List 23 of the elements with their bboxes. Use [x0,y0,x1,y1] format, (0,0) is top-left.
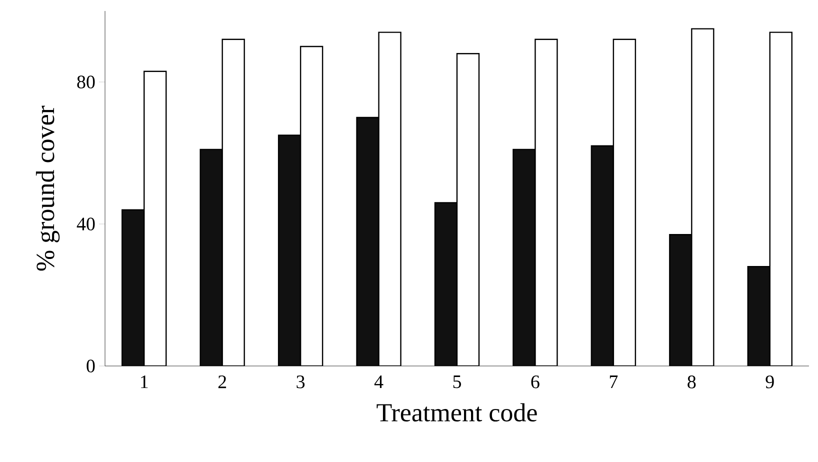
bar [122,209,145,366]
bar [590,145,614,366]
x-tick-label: 2 [218,376,226,388]
bar [512,148,536,366]
y-tick-label: 0 [86,360,95,372]
x-tick-label: 8 [688,376,696,388]
bar [278,134,302,366]
x-tick-label: 1 [141,376,148,388]
y-axis-title: % ground cover [36,106,60,271]
bar [200,148,223,366]
bar [747,266,770,366]
x-tick-label: 4 [374,376,384,388]
x-tick-label: 5 [453,376,461,388]
y-tick-label: 80 [77,76,95,88]
x-tick-label: 6 [531,376,540,388]
x-tick-label: 3 [296,376,305,388]
x-tick-label: 9 [766,376,774,388]
y-tick-label: 40 [76,218,95,230]
x-tick-label: 7 [610,376,618,388]
x-axis-title: Treatment code [376,403,537,422]
bar [434,202,458,366]
bar [356,116,380,366]
bar [669,234,692,366]
